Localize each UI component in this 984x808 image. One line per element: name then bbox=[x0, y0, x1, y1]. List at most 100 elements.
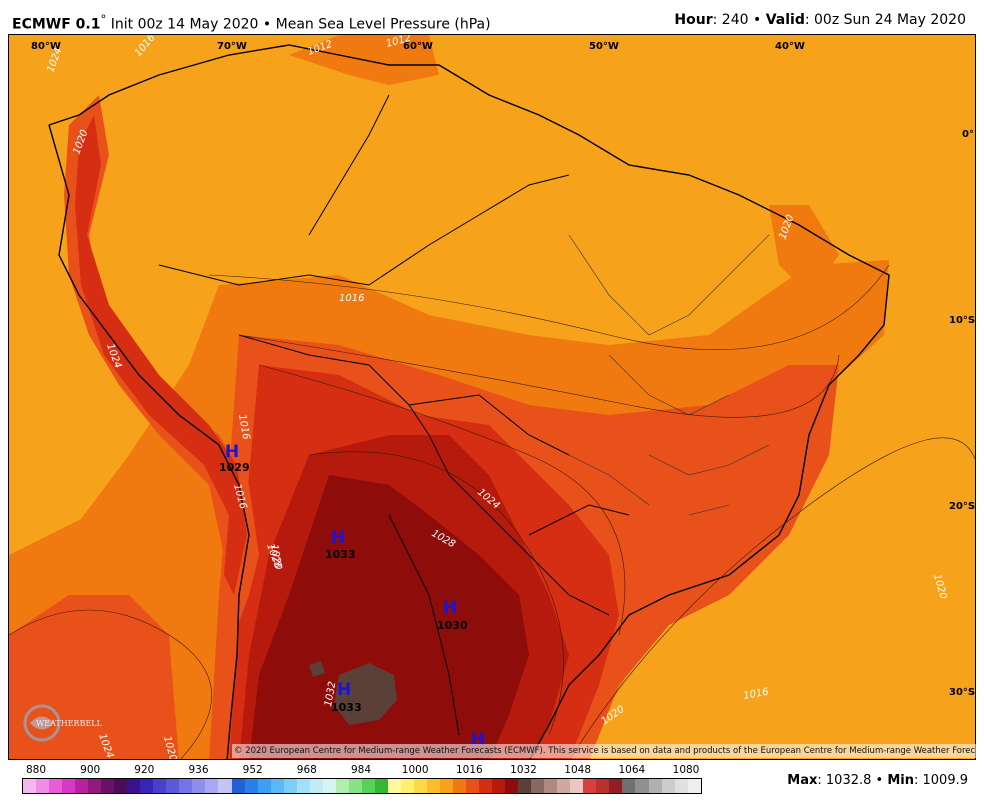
colorbar-swatch bbox=[400, 779, 414, 793]
colorbar-swatch bbox=[75, 779, 89, 793]
colorbar-tick-label: 1064 bbox=[618, 764, 646, 776]
colorbar-swatch bbox=[88, 779, 102, 793]
high-marker: H bbox=[337, 680, 351, 700]
min-label: Min bbox=[887, 773, 914, 788]
colorbar-swatch bbox=[648, 779, 662, 793]
colorbar-swatch bbox=[583, 779, 597, 793]
colorbar-swatch bbox=[440, 779, 454, 793]
colorbar-swatch bbox=[531, 779, 545, 793]
colorbar-swatch bbox=[62, 779, 76, 793]
colorbar-swatch bbox=[322, 779, 336, 793]
pacific-band-1020 bbox=[9, 595, 179, 759]
colorbar-tick-label: 952 bbox=[242, 764, 263, 776]
high-marker: H bbox=[331, 528, 345, 548]
colorbar-swatch bbox=[101, 779, 115, 793]
high-value: 1030 bbox=[437, 619, 468, 632]
colorbar-swatch bbox=[426, 779, 440, 793]
ne-brazil-band bbox=[769, 205, 839, 295]
coastline bbox=[48, 44, 890, 759]
pressure-map: 80°W 70°W 60°W 50°W 40°W 0° 10°S 20°S 30… bbox=[8, 34, 976, 760]
isobar-label: 1020 bbox=[268, 544, 283, 571]
colorbar-swatch bbox=[479, 779, 493, 793]
colorbar-swatch bbox=[296, 779, 310, 793]
model-name: ECMWF 0.1 bbox=[12, 16, 101, 33]
atlantic-band-1016 bbox=[569, 465, 975, 759]
continent-band-1032 bbox=[249, 475, 529, 759]
hour-label: Hour bbox=[674, 12, 713, 28]
isobar-line bbox=[238, 334, 840, 418]
colorbar-swatch bbox=[348, 779, 362, 793]
colorbar-swatch bbox=[36, 779, 50, 793]
lat-label: 30°S bbox=[949, 687, 975, 698]
lon-label: 80°W bbox=[31, 41, 61, 52]
colorbar-tick-label: 984 bbox=[350, 764, 372, 776]
colorbar-swatch bbox=[335, 779, 349, 793]
lon-label: 70°W bbox=[217, 41, 247, 52]
high-marker: H bbox=[225, 442, 239, 462]
valid-label: Valid bbox=[765, 12, 805, 28]
andes-band-inner bbox=[75, 115, 247, 595]
colorbar-swatch bbox=[283, 779, 297, 793]
colorbar-swatch bbox=[466, 779, 480, 793]
isobar-label: 1016 bbox=[339, 293, 364, 304]
colorbar-tick-label: 968 bbox=[296, 764, 317, 776]
header-right: Hour: 240 • Valid: 00z Sun 24 May 2020 bbox=[674, 12, 966, 28]
colorbar-swatch bbox=[309, 779, 323, 793]
isobar-line bbox=[208, 264, 890, 350]
pressure-core-1036 bbox=[334, 663, 397, 725]
colorbar-swatch bbox=[127, 779, 141, 793]
colorbar-swatch bbox=[687, 779, 701, 793]
lon-label: 50°W bbox=[589, 41, 619, 52]
weatherbell-logo: WEATHERBELL bbox=[23, 704, 103, 742]
colorbar-swatch bbox=[270, 779, 284, 793]
lat-label: 20°S bbox=[949, 501, 975, 512]
country-borders bbox=[158, 94, 630, 736]
valid-value: : 00z Sun 24 May 2020 bbox=[804, 12, 966, 28]
degree-mark: ° bbox=[100, 12, 107, 26]
lon-label: 40°W bbox=[775, 41, 805, 52]
colorbar-swatch bbox=[596, 779, 610, 793]
colorbar-tick-label: 880 bbox=[25, 764, 47, 776]
colorbar-tick-label: 1080 bbox=[672, 764, 700, 776]
separator: • bbox=[262, 16, 272, 33]
isobar-label: 1016 bbox=[236, 414, 251, 441]
colorbar-swatch bbox=[609, 779, 623, 793]
colorbar-swatch bbox=[413, 779, 427, 793]
isobar-label: 1020 bbox=[161, 735, 178, 760]
colorbar-labels: 880 900 920 936 952 968 984 1000 1016 1032 1048 106… bbox=[22, 764, 702, 778]
lon-label: 60°W bbox=[403, 41, 433, 52]
isobar-line bbox=[9, 609, 212, 759]
state-borders bbox=[568, 234, 770, 516]
header-left: ECMWF 0.1° Init 00z 14 May 2020 • Mean S… bbox=[12, 12, 491, 33]
colorbar-swatch bbox=[192, 779, 206, 793]
isobar-line bbox=[569, 437, 975, 759]
colorbar-swatch bbox=[153, 779, 167, 793]
separator: • bbox=[875, 773, 884, 788]
colorbar-swatch bbox=[453, 779, 467, 793]
pressure-core-small bbox=[309, 661, 325, 677]
colorbar-tick-label: 1016 bbox=[455, 764, 483, 776]
high-value: 1033 bbox=[325, 548, 356, 561]
colorbar-tick-label: 920 bbox=[134, 764, 155, 776]
colorbar-swatch bbox=[361, 779, 375, 793]
lat-label: 10°S bbox=[949, 315, 975, 326]
colorbar-tick-label: 1032 bbox=[510, 764, 537, 776]
colorbar-swatch bbox=[492, 779, 506, 793]
high-value: 1033 bbox=[331, 701, 362, 714]
high-marker: H bbox=[443, 598, 457, 618]
colorbar-swatch bbox=[557, 779, 571, 793]
colorbar-swatch bbox=[140, 779, 154, 793]
isobar-line bbox=[308, 451, 564, 736]
colorbar-swatch bbox=[205, 779, 219, 793]
colorbar-swatch bbox=[23, 779, 37, 793]
init-time: Init 00z 14 May 2020 bbox=[110, 16, 259, 33]
hour-value: : 240 bbox=[712, 12, 749, 28]
max-value: : 1032.8 bbox=[817, 773, 872, 788]
colorbar-swatch bbox=[518, 779, 532, 793]
colorbar-swatch bbox=[49, 779, 63, 793]
colorbar-swatch bbox=[179, 779, 193, 793]
colorbar-swatch bbox=[374, 779, 388, 793]
colorbar-tick-label: 936 bbox=[188, 764, 209, 776]
colorbar-swatch bbox=[661, 779, 675, 793]
colorbar-swatch bbox=[505, 779, 519, 793]
